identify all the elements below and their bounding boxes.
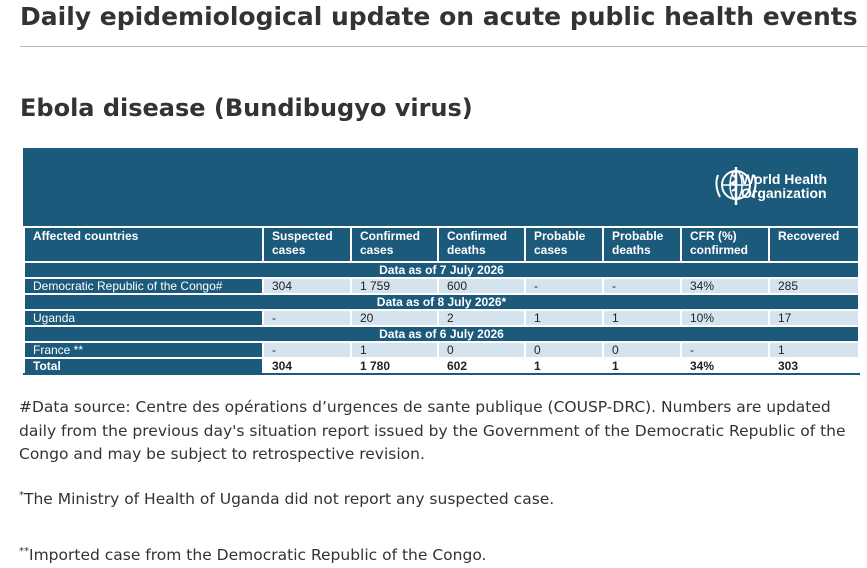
cell: 1 (768, 341, 860, 359)
cell: Democratic Republic of the Congo# (23, 277, 264, 295)
cell: - (262, 341, 352, 359)
cell: 600 (437, 277, 526, 295)
header-row: Affected countries Suspected cases Confirm… (23, 226, 860, 263)
cell: 0 (437, 341, 526, 359)
who-emblem (715, 167, 757, 205)
footnote-text: Imported case from the Democratic Republ… (29, 546, 487, 565)
column-header: Probable deaths (602, 226, 682, 263)
cell: - (262, 309, 352, 327)
footnote-marker: ** (19, 546, 29, 557)
section-title: Ebola disease (Bundibugyo virus) (20, 94, 473, 122)
cell: 1 (524, 309, 604, 327)
footnote-text: #Data source: Centre des opérations d’ur… (19, 398, 846, 463)
total-cell: Total (23, 357, 264, 375)
table-banner (23, 148, 858, 226)
cell: 20 (350, 309, 439, 327)
total-cell: 304 (262, 357, 352, 375)
cell: 0 (602, 341, 682, 359)
column-header: Confirmed cases (350, 226, 439, 263)
cases-table: Affected countries Suspected cases Confirm… (23, 226, 860, 375)
column-header: Confirmed deaths (437, 226, 526, 263)
divider (20, 46, 867, 47)
total-cell: 34% (680, 357, 770, 375)
total-cell: 602 (437, 357, 526, 375)
footnote: **Imported case from the Democratic Repu… (19, 540, 864, 568)
footnote-text: The Ministry of Health of Uganda did not… (24, 490, 555, 509)
group-heading: Data as of 7 July 2026 (23, 261, 860, 279)
footnote-marker: * (19, 490, 24, 501)
group-row: Data as of 6 July 2026 (23, 325, 860, 343)
group-heading: Data as of 6 July 2026 (23, 325, 860, 343)
cell: 2 (437, 309, 526, 327)
group-row: Data as of 7 July 2026 (23, 261, 860, 279)
page-title: Daily epidemiological update on acute pu… (20, 2, 858, 31)
cell: 1 (602, 309, 682, 327)
total-cell: 1 (602, 357, 682, 375)
cell: 285 (768, 277, 860, 295)
cell: 0 (524, 341, 604, 359)
total-cell: 1 (524, 357, 604, 375)
column-header: Probable cases (524, 226, 604, 263)
logo-line: World Health (741, 171, 828, 187)
who-logo-text: World Health Organization (741, 172, 827, 200)
column-header: CFR (%) confirmed (680, 226, 770, 263)
column-header: Recovered (768, 226, 860, 263)
footnote: *The Ministry of Health of Uganda did no… (19, 484, 864, 512)
cell: 1 (350, 341, 439, 359)
cell: 1 759 (350, 277, 439, 295)
logo-line: Organization (741, 185, 827, 201)
cell: - (602, 277, 682, 295)
data-row: France ** -1 0 0 0-1 (23, 341, 860, 359)
cell: - (680, 341, 770, 359)
total-cell: 303 (768, 357, 860, 375)
column-header: Suspected cases (262, 226, 352, 263)
cell: 17 (768, 309, 860, 327)
cell: 10% (680, 309, 770, 327)
cell: France ** (23, 341, 264, 359)
cell: 34% (680, 277, 770, 295)
total-row: Total 304 1 780 602 1 1 34% 303 (23, 357, 860, 375)
cell: Uganda (23, 309, 264, 327)
cell: 304 (262, 277, 352, 295)
group-row: Data as of 8 July 2026* (23, 293, 860, 311)
total-cell: 1 780 (350, 357, 439, 375)
data-row: Uganda -20 2 1 1 10% 17 (23, 309, 860, 327)
cell: - (524, 277, 604, 295)
group-heading: Data as of 8 July 2026* (23, 293, 860, 311)
footnote: #Data source: Centre des opérations d’ur… (19, 396, 864, 467)
column-header: Affected countries (23, 226, 264, 263)
data-row: Democratic Republic of the Congo# 304 1 75… (23, 277, 860, 295)
